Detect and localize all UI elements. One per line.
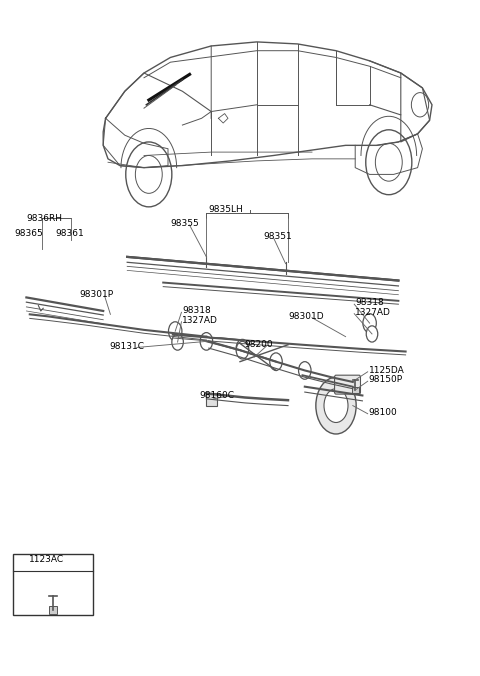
Circle shape [168,322,182,341]
Circle shape [200,333,213,350]
Circle shape [316,377,356,434]
Text: 98131C: 98131C [109,341,144,351]
FancyBboxPatch shape [335,375,360,394]
Text: 98355: 98355 [170,218,199,228]
Text: 9835LH: 9835LH [209,205,243,214]
Circle shape [236,339,249,357]
Circle shape [366,130,412,195]
Text: 98301D: 98301D [288,312,324,321]
Text: 98100: 98100 [369,408,397,417]
Circle shape [126,142,172,207]
Text: 1327AD: 1327AD [182,316,218,325]
Text: 98150P: 98150P [369,375,403,385]
Circle shape [299,362,311,379]
Text: 98318: 98318 [182,306,211,316]
Text: 1123AC: 1123AC [29,555,64,564]
Circle shape [411,93,429,117]
Text: 98301P: 98301P [79,289,113,299]
Circle shape [324,389,348,422]
Bar [206,393,217,406]
Text: 9836RH: 9836RH [26,214,62,223]
Circle shape [366,326,378,342]
Circle shape [236,341,249,359]
Circle shape [172,334,183,350]
Text: 98351: 98351 [263,232,292,241]
Circle shape [270,353,282,370]
Circle shape [363,314,376,333]
Text: 98361: 98361 [55,228,84,238]
Circle shape [135,155,162,193]
Text: 98200: 98200 [245,340,274,349]
Text: 98365: 98365 [14,228,43,238]
Text: 98160C: 98160C [199,391,234,400]
Circle shape [375,143,402,181]
Bar [49,606,58,614]
Text: 98318: 98318 [355,298,384,308]
Text: 1327AD: 1327AD [355,308,391,317]
Bar [352,387,359,393]
Bar [13,554,93,615]
Text: 1125DA: 1125DA [369,366,404,375]
